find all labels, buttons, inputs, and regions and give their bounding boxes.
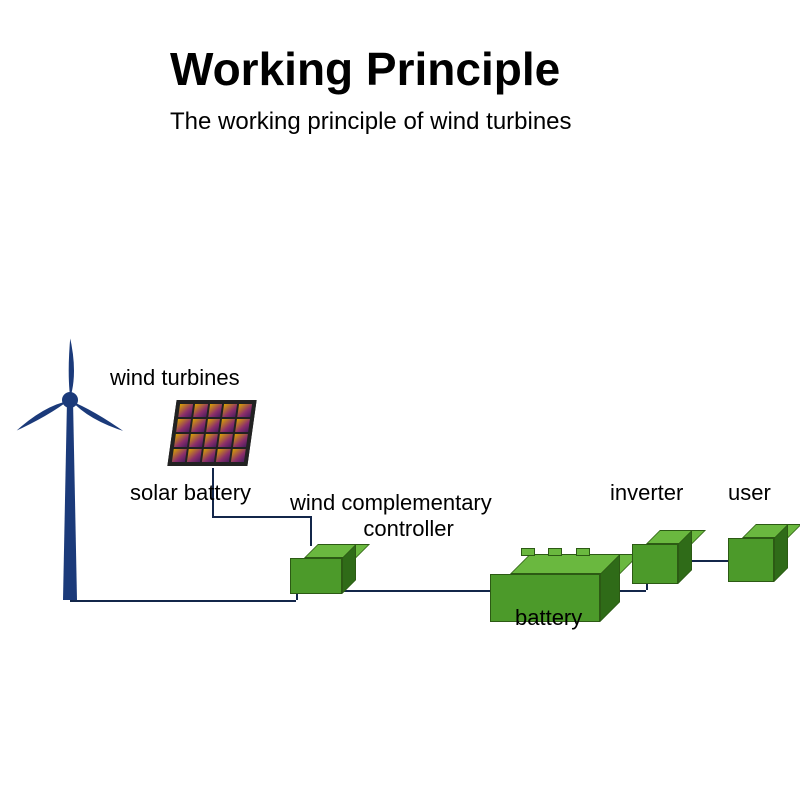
solar-cell	[206, 419, 221, 432]
solar-cell	[216, 449, 231, 462]
solar-cell	[218, 434, 233, 447]
solar-cell	[187, 449, 202, 462]
battery-terminal	[521, 548, 535, 556]
solar-cell	[191, 419, 206, 432]
inverter-box-icon	[632, 530, 692, 584]
label-solar-battery: solar battery	[130, 480, 251, 506]
solar-panel-icon	[167, 400, 256, 466]
solar-cell	[189, 434, 204, 447]
solar-cell	[223, 404, 238, 417]
controller-box-icon	[290, 544, 356, 594]
page-title: Working Principle	[170, 42, 560, 96]
wire	[70, 600, 296, 602]
solar-cell	[237, 404, 252, 417]
solar-cell	[231, 449, 246, 462]
solar-cell	[208, 404, 223, 417]
solar-cell	[235, 419, 250, 432]
solar-cell	[172, 449, 187, 462]
battery-terminal	[548, 548, 562, 556]
label-battery: battery	[515, 605, 582, 631]
solar-cell	[178, 404, 193, 417]
solar-cell	[202, 449, 217, 462]
label-wind-turbines: wind turbines	[110, 365, 240, 391]
solar-cell	[193, 404, 208, 417]
solar-cell	[233, 434, 248, 447]
wire	[344, 590, 490, 592]
label-controller: wind complementary controller	[290, 490, 492, 542]
battery-terminal	[576, 548, 590, 556]
solar-cell	[204, 434, 219, 447]
page-subtitle: The working principle of wind turbines	[170, 108, 572, 136]
label-user: user	[728, 480, 771, 506]
solar-cell	[221, 419, 236, 432]
label-inverter: inverter	[610, 480, 683, 506]
user-box-icon	[728, 524, 788, 582]
solar-cell	[176, 419, 191, 432]
solar-cell	[174, 434, 189, 447]
